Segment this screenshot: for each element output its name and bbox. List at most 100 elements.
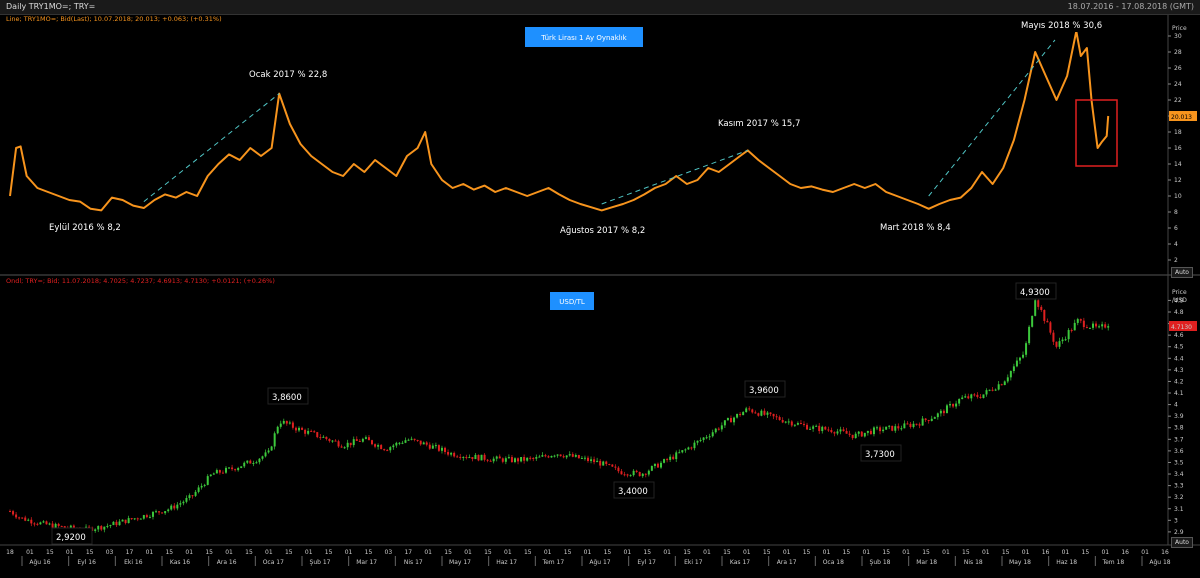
candle-body — [1067, 330, 1070, 340]
candle-body — [54, 523, 57, 528]
x-day-tick-label: 01 — [823, 549, 831, 556]
candle-body — [319, 437, 322, 439]
candle-body — [760, 410, 763, 416]
candle-body — [437, 445, 440, 451]
candle-body — [447, 451, 450, 455]
x-day-tick-label: 15 — [683, 549, 691, 556]
candle-body — [498, 456, 501, 459]
x-day-tick-label: 18 — [6, 549, 14, 556]
x-day-tick-label: 01 — [265, 549, 273, 556]
x-month-tick-label: Nis 18 — [964, 559, 983, 566]
candle-body — [9, 511, 11, 513]
candle-body — [258, 458, 261, 463]
candle-body — [513, 458, 516, 463]
candle-body — [626, 474, 629, 476]
bottom-annotation-nov17: 3,9600 — [749, 386, 779, 396]
x-month-tick-label: Ağu 17 — [589, 559, 610, 566]
x-day-tick-label: 01 — [146, 549, 154, 556]
candle-body — [641, 473, 644, 477]
candle-body — [349, 442, 352, 446]
candle-body — [282, 420, 285, 424]
candle-body — [678, 452, 681, 454]
candle-body — [909, 423, 912, 427]
candle-body — [723, 420, 726, 426]
x-day-tick-label: 01 — [66, 549, 74, 556]
candle-body — [927, 420, 930, 422]
candle-body — [860, 431, 863, 437]
candle-body — [228, 467, 231, 469]
candle-body — [952, 404, 955, 407]
candle-body — [933, 417, 936, 419]
trend-line — [928, 39, 1056, 197]
volatility-series-line — [9, 30, 1110, 212]
candle-body — [355, 439, 358, 441]
bottom-auto-button[interactable]: Auto — [1171, 537, 1193, 548]
candle-body — [742, 412, 745, 416]
candle-body — [611, 464, 614, 467]
candle-body — [720, 425, 723, 430]
candle-body — [629, 475, 632, 477]
candle-body — [170, 505, 173, 510]
x-day-tick-label: 17 — [126, 549, 134, 556]
candle-body — [602, 461, 605, 466]
x-day-tick-label: 15 — [882, 549, 890, 556]
bottom-annotation-bg — [860, 444, 902, 462]
x-day-tick-label: 15 — [643, 549, 651, 556]
candle-body — [288, 422, 291, 424]
candle-body — [799, 423, 802, 425]
candle-body — [42, 521, 45, 523]
bottom-title-label: USD/TL — [559, 298, 585, 306]
bottom-annotation-aug17: 3,4000 — [618, 487, 648, 497]
top-current-value: 20.013 — [1171, 114, 1192, 121]
candle-body — [562, 456, 565, 458]
candle-body — [961, 397, 964, 400]
top-annotation-nov17: Kasım 2017 % 15,7 — [718, 119, 800, 129]
bottom-y-tick-label: 4 — [1174, 402, 1178, 409]
candle-body — [1070, 330, 1073, 332]
candle-body — [471, 457, 474, 460]
top-annotation-bg — [245, 67, 341, 81]
x-month-tick-label: May 17 — [449, 559, 471, 566]
x-month-tick-label: Kas 16 — [170, 559, 190, 566]
candle-body — [30, 519, 33, 524]
candle-body — [772, 413, 775, 417]
bottom-y-tick-label: 3.2 — [1174, 494, 1184, 501]
candle-body — [1082, 320, 1085, 328]
top-y-tick-label: 6 — [1174, 225, 1178, 232]
candle-body — [529, 457, 532, 459]
top-y-tick-label: 16 — [1174, 145, 1182, 152]
candle-body — [444, 447, 447, 452]
candle-body — [1101, 324, 1104, 327]
x-day-tick-label: 15 — [843, 549, 851, 556]
x-day-tick-label: 01 — [942, 549, 950, 556]
x-day-tick-label: 15 — [245, 549, 253, 556]
candle-body — [200, 485, 203, 488]
top-y-tick-label: 24 — [1174, 81, 1182, 88]
candle-body — [997, 384, 1000, 390]
candle-body — [130, 518, 133, 520]
candle-body — [224, 467, 227, 473]
candle-body — [270, 446, 273, 451]
candle-body — [243, 462, 246, 467]
candle-body — [918, 424, 921, 426]
top-auto-button[interactable]: Auto — [1171, 267, 1193, 278]
candle-body — [784, 421, 787, 423]
candle-body — [833, 432, 836, 434]
candle-body — [510, 457, 513, 463]
candle-body — [72, 525, 75, 529]
candle-body — [94, 529, 97, 531]
candle-body — [431, 445, 434, 449]
bottom-y-tick-label: 3.3 — [1174, 483, 1184, 490]
date-range: 18.07.2016 - 17.08.2018 (GMT) — [1067, 2, 1194, 11]
x-day-tick-label: 15 — [803, 549, 811, 556]
x-month-tick-label: Mar 18 — [916, 559, 937, 566]
candle-body — [231, 467, 234, 470]
candle-body — [410, 438, 413, 440]
candle-body — [836, 431, 839, 434]
candle-body — [1095, 323, 1098, 327]
candle-body — [1003, 381, 1006, 386]
candle-body — [857, 431, 860, 434]
candle-body — [571, 454, 574, 457]
top-annotation-bg — [714, 116, 810, 130]
